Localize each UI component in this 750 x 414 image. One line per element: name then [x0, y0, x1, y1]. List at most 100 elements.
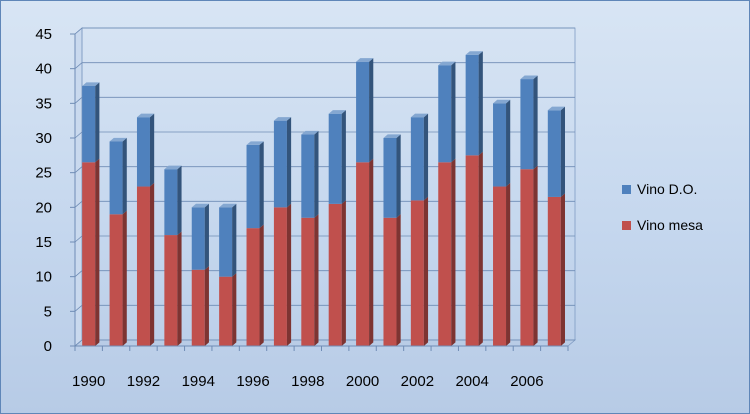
- bar-side: [232, 273, 237, 346]
- bar-segment-vino-mesa: [273, 203, 292, 346]
- bar-top: [164, 165, 182, 170]
- gridline-side: [74, 97, 83, 104]
- bar-segment-vino-mesa: [465, 151, 483, 346]
- side-wall: [74, 27, 83, 347]
- bar-segment-vino-mesa: [164, 231, 182, 346]
- bar-side: [286, 117, 292, 208]
- gridlines: [74, 27, 575, 347]
- bar-top: [136, 113, 155, 118]
- y-tick-label: 40: [35, 61, 52, 78]
- bar-segment-vino-mesa: [328, 200, 346, 346]
- bar-front: [383, 217, 397, 346]
- bar-front: [438, 162, 452, 346]
- x-tick-label: 2006: [510, 373, 543, 390]
- legend-label: Vino mesa: [637, 217, 703, 233]
- bar-side: [341, 200, 346, 346]
- bar-front: [82, 86, 96, 163]
- bar-segment-vino-mesa: [82, 158, 100, 346]
- bar-segment-vino-do: [356, 58, 374, 163]
- bar-front: [438, 65, 452, 163]
- bar-segment-vino-mesa: [520, 165, 538, 346]
- bar-front: [328, 203, 342, 346]
- bar-front: [520, 79, 534, 170]
- bar-front: [164, 235, 178, 346]
- bar-front: [383, 138, 397, 218]
- bar-side: [232, 203, 237, 277]
- bar-segment-vino-mesa: [356, 158, 374, 346]
- bar-side: [314, 130, 319, 218]
- bar-front: [520, 169, 534, 346]
- bar-side: [533, 165, 538, 346]
- bar-side: [177, 165, 182, 236]
- bar-top: [520, 75, 538, 80]
- bar-top: [465, 51, 483, 55]
- bar-side: [95, 82, 100, 163]
- y-axis: 0 5 10 15 20 25 30 35 40 45: [35, 26, 76, 355]
- bar-segment-vino-do: [493, 99, 511, 187]
- bar-segment-vino-do: [82, 82, 100, 163]
- bar-segment-vino-mesa: [301, 214, 319, 346]
- bar-segment-vino-do: [520, 75, 538, 170]
- y-tick-label: 10: [35, 269, 52, 286]
- bar-segment-vino-mesa: [246, 224, 264, 346]
- bar-top: [547, 106, 566, 111]
- bar-top: [410, 113, 429, 118]
- bar-side: [122, 137, 127, 215]
- bar-segment-vino-mesa: [136, 182, 155, 346]
- gridline-side: [74, 305, 83, 312]
- bar-front: [136, 186, 150, 346]
- bar-side: [259, 224, 264, 346]
- gridline-side: [74, 201, 83, 208]
- bar-front: [465, 155, 479, 346]
- bar-front: [301, 217, 315, 346]
- bar-segment-vino-do: [438, 61, 456, 163]
- bar-side: [204, 266, 209, 346]
- bar-top: [493, 99, 511, 104]
- bar-front: [547, 110, 561, 197]
- bar-side: [533, 75, 538, 170]
- bar-front: [410, 200, 424, 346]
- bar-side: [369, 58, 374, 163]
- bar-segment-vino-do: [136, 113, 155, 187]
- bar-front: [493, 186, 507, 346]
- bar-front: [356, 162, 370, 346]
- bar-segment-vino-mesa: [383, 214, 401, 346]
- bar-segment-vino-do: [410, 113, 429, 201]
- y-tick-label: 35: [35, 95, 52, 112]
- bar-side: [122, 210, 127, 346]
- bar-segment-vino-mesa: [219, 273, 237, 346]
- bar-front: [273, 120, 287, 208]
- bar-side: [560, 106, 566, 197]
- bar-segment-vino-do: [301, 130, 319, 218]
- bar-side: [369, 158, 374, 346]
- bar-front: [328, 113, 342, 204]
- bar-side: [506, 99, 511, 187]
- bar-segment-vino-do: [164, 165, 182, 236]
- bar-segment-vino-do: [383, 134, 401, 218]
- x-tick-label: 2002: [401, 373, 434, 390]
- bar-front: [356, 61, 370, 163]
- bar-front: [109, 214, 123, 346]
- gridline-side: [74, 131, 83, 139]
- bar-side: [286, 203, 292, 346]
- bar-side: [314, 214, 319, 346]
- y-tick-label: 5: [44, 303, 52, 320]
- bar-segment-vino-do: [273, 117, 292, 208]
- bar-segment-vino-mesa: [493, 182, 511, 346]
- bar-side: [478, 51, 483, 156]
- bar-front: [164, 169, 178, 236]
- bar-front: [246, 228, 260, 346]
- bar-top: [273, 117, 292, 121]
- bar-top: [438, 61, 456, 66]
- bar-top: [301, 130, 319, 135]
- bar-top: [82, 82, 100, 86]
- x-tick-label: 1998: [291, 373, 324, 390]
- bar-front: [191, 269, 205, 346]
- bar-segment-vino-mesa: [191, 266, 209, 346]
- bar-front: [219, 276, 233, 346]
- gridline-side: [74, 235, 83, 243]
- bar-side: [341, 110, 346, 204]
- bar-segment-vino-mesa: [410, 196, 429, 346]
- bar-front: [191, 207, 205, 270]
